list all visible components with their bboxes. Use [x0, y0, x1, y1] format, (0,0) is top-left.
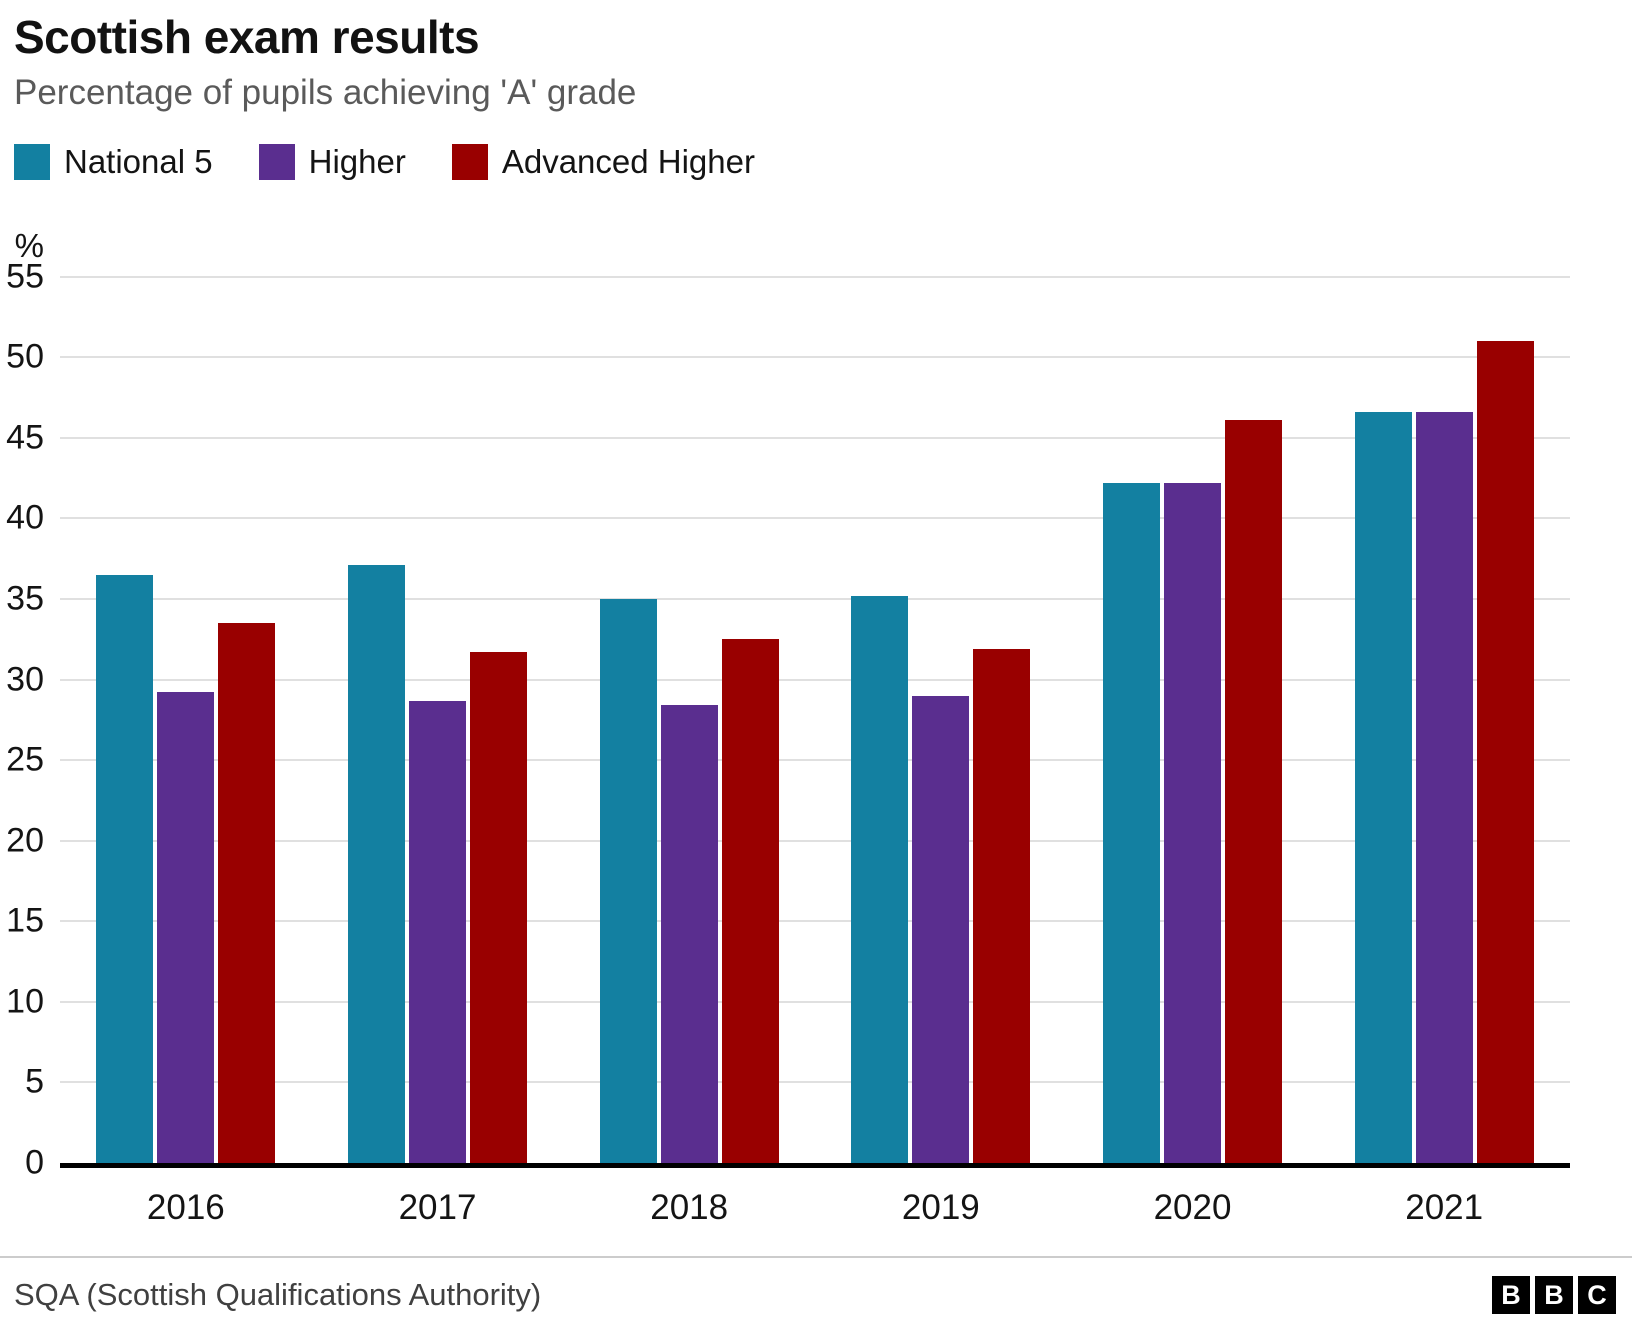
bar-2020-national-5 — [1103, 483, 1161, 1163]
bar-2019-higher — [912, 695, 970, 1163]
bbc-logo-letter-1: B — [1492, 1276, 1530, 1314]
bar-2018-higher — [660, 705, 718, 1163]
bar-2016-higher — [157, 692, 215, 1163]
bar-2021-advanced-higher — [1476, 341, 1534, 1163]
bar-group-2020 — [1067, 277, 1319, 1163]
gridline-20 — [60, 839, 1570, 842]
y-tick-label-45: 45 — [6, 418, 44, 457]
bar-2020-advanced-higher — [1225, 420, 1283, 1163]
chart-subtitle: Percentage of pupils achieving 'A' grade — [14, 72, 637, 112]
legend: National 5 Higher Advanced Higher — [14, 143, 1616, 181]
bar-group-2017 — [312, 277, 564, 1163]
gridline-5 — [60, 1081, 1570, 1084]
legend-label: National 5 — [64, 142, 213, 180]
gridline-50 — [60, 356, 1570, 359]
y-axis-unit-label: % — [14, 226, 44, 264]
legend-label: Advanced Higher — [501, 142, 755, 180]
bar-2016-advanced-higher — [218, 623, 276, 1163]
bar-2017-advanced-higher — [470, 652, 527, 1163]
bar-2018-national-5 — [599, 599, 657, 1163]
chart-header: Scottish exam results Percentage of pupi… — [0, 0, 1632, 181]
legend-swatch-national-5 — [14, 143, 50, 180]
chart-title: Scottish exam results — [14, 11, 480, 63]
legend-swatch-advanced-higher — [451, 143, 488, 180]
x-axis-labels: 2016 2017 2018 2019 2020 2021 — [60, 1168, 1570, 1228]
y-tick-label-40: 40 — [6, 498, 44, 537]
gridline-55 — [60, 275, 1570, 278]
y-tick-label-0: 0 — [25, 1143, 44, 1182]
x-label-2018: 2018 — [650, 1187, 729, 1227]
legend-swatch-higher — [258, 143, 295, 180]
legend-item-higher: Higher — [258, 142, 406, 181]
y-tick-label-50: 50 — [6, 337, 44, 376]
y-tick-label-30: 30 — [6, 660, 44, 699]
x-label-2017: 2017 — [398, 1187, 477, 1227]
legend-item-national-5: National 5 — [14, 143, 213, 181]
chart-footer: SQA (Scottish Qualifications Authority) … — [0, 1256, 1632, 1338]
gridline-15 — [60, 920, 1570, 923]
bar-group-2021 — [1318, 277, 1570, 1163]
y-tick-label-25: 25 — [6, 740, 44, 779]
bar-2019-national-5 — [851, 595, 909, 1163]
legend-item-advanced-higher: Advanced Higher — [451, 142, 755, 181]
legend-label: Higher — [308, 142, 406, 180]
bar-2020-higher — [1164, 483, 1222, 1163]
x-label-2016: 2016 — [146, 1187, 225, 1227]
bar-group-2018 — [563, 277, 815, 1163]
bar-2021-national-5 — [1354, 412, 1412, 1163]
bar-2019-advanced-higher — [973, 648, 1031, 1163]
bars — [60, 277, 1570, 1163]
y-tick-label-55: 55 — [6, 257, 44, 296]
bar-2017-higher — [409, 700, 466, 1163]
bbc-logo-letter-2: B — [1535, 1276, 1573, 1314]
x-label-2021: 2021 — [1405, 1187, 1484, 1227]
x-label-2020: 2020 — [1153, 1187, 1232, 1227]
bar-2021-higher — [1415, 412, 1473, 1163]
y-tick-label-10: 10 — [6, 982, 44, 1021]
y-tick-label-5: 5 — [25, 1062, 44, 1101]
y-tick-label-15: 15 — [6, 901, 44, 940]
source-attribution: SQA (Scottish Qualifications Authority) — [14, 1277, 542, 1312]
bar-group-2016 — [60, 277, 312, 1163]
bbc-logo-letter-3: C — [1578, 1276, 1616, 1314]
gridline-45 — [60, 436, 1570, 439]
y-tick-label-20: 20 — [6, 821, 44, 860]
gridline-40 — [60, 517, 1570, 520]
bar-group-2019 — [815, 277, 1067, 1163]
bar-2017-national-5 — [348, 565, 405, 1163]
gridline-30 — [60, 678, 1570, 681]
bar-2018-advanced-higher — [721, 639, 779, 1163]
plot-area: % 55 50 45 40 35 30 25 20 15 10 5 0 — [6, 227, 1570, 1181]
bar-2016-national-5 — [96, 574, 154, 1163]
gridline-10 — [60, 1000, 1570, 1003]
gridline-25 — [60, 759, 1570, 762]
x-label-2019: 2019 — [901, 1187, 980, 1227]
y-tick-label-35: 35 — [6, 579, 44, 618]
gridline-35 — [60, 598, 1570, 601]
